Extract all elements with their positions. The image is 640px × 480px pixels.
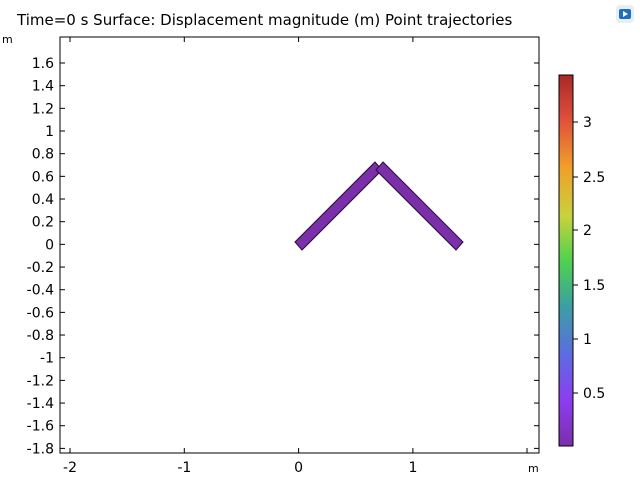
colorbar-tick-label: 0.5 bbox=[583, 386, 605, 402]
y-tick-label: -1.2 bbox=[27, 373, 54, 389]
y-tick-label: 0.4 bbox=[32, 192, 54, 208]
colorbar-tick-label: 2 bbox=[583, 223, 592, 239]
left-beam bbox=[294, 161, 383, 251]
y-tick-label: 1 bbox=[45, 124, 54, 140]
displacement-surface bbox=[294, 161, 464, 251]
y-axis-ticks: 1.6 1.4 1.2 1 0.8 0.6 0.4 0.2 0 -0.2 -0.4 -0.6 -0.8 -… bbox=[27, 56, 539, 457]
y-tick-label: 1.2 bbox=[32, 101, 54, 117]
y-tick-label: -1.8 bbox=[27, 441, 54, 457]
y-tick-label: -1.4 bbox=[27, 396, 54, 412]
colorbar-ticks: 3 2.5 2 1.5 1 0.5 bbox=[573, 115, 605, 402]
y-tick-label: -0.2 bbox=[27, 260, 54, 276]
x-axis-ticks: -2 -1 0 1 bbox=[63, 37, 528, 476]
y-tick-label: 0.8 bbox=[32, 147, 54, 163]
axes-frame bbox=[59, 36, 540, 454]
x-tick-label: -1 bbox=[177, 460, 191, 476]
y-tick-label: 1.4 bbox=[32, 79, 54, 95]
y-tick-label: -1 bbox=[40, 351, 54, 367]
colorbar-tick-label: 1.5 bbox=[583, 278, 605, 294]
colorbar-tick-label: 1 bbox=[583, 332, 592, 348]
window-toggle-button[interactable] bbox=[616, 5, 634, 23]
y-tick-label: -1.6 bbox=[27, 419, 54, 435]
x-tick-label: 0 bbox=[294, 460, 303, 476]
y-tick-label: 0 bbox=[45, 237, 54, 253]
y-tick-label: -0.4 bbox=[27, 283, 54, 299]
y-tick-label: -0.6 bbox=[27, 305, 54, 321]
colorbar bbox=[558, 74, 574, 447]
plot-title: Time=0 s Surface: Displacement magnitude… bbox=[17, 11, 513, 29]
x-tick-label: 1 bbox=[408, 460, 417, 476]
x-axis-unit: m bbox=[528, 462, 539, 475]
y-tick-label: 0.2 bbox=[32, 215, 54, 231]
graphics-window-icon bbox=[619, 9, 631, 19]
colorbar-tick-label: 3 bbox=[583, 115, 592, 131]
y-axis-unit: m bbox=[2, 33, 13, 46]
y-tick-label: -0.8 bbox=[27, 328, 54, 344]
colorbar-tick-label: 2.5 bbox=[583, 170, 605, 186]
y-tick-label: 0.6 bbox=[32, 169, 54, 185]
y-tick-label: 1.6 bbox=[32, 56, 54, 72]
x-tick-label: -2 bbox=[63, 460, 77, 476]
right-beam bbox=[375, 161, 464, 251]
